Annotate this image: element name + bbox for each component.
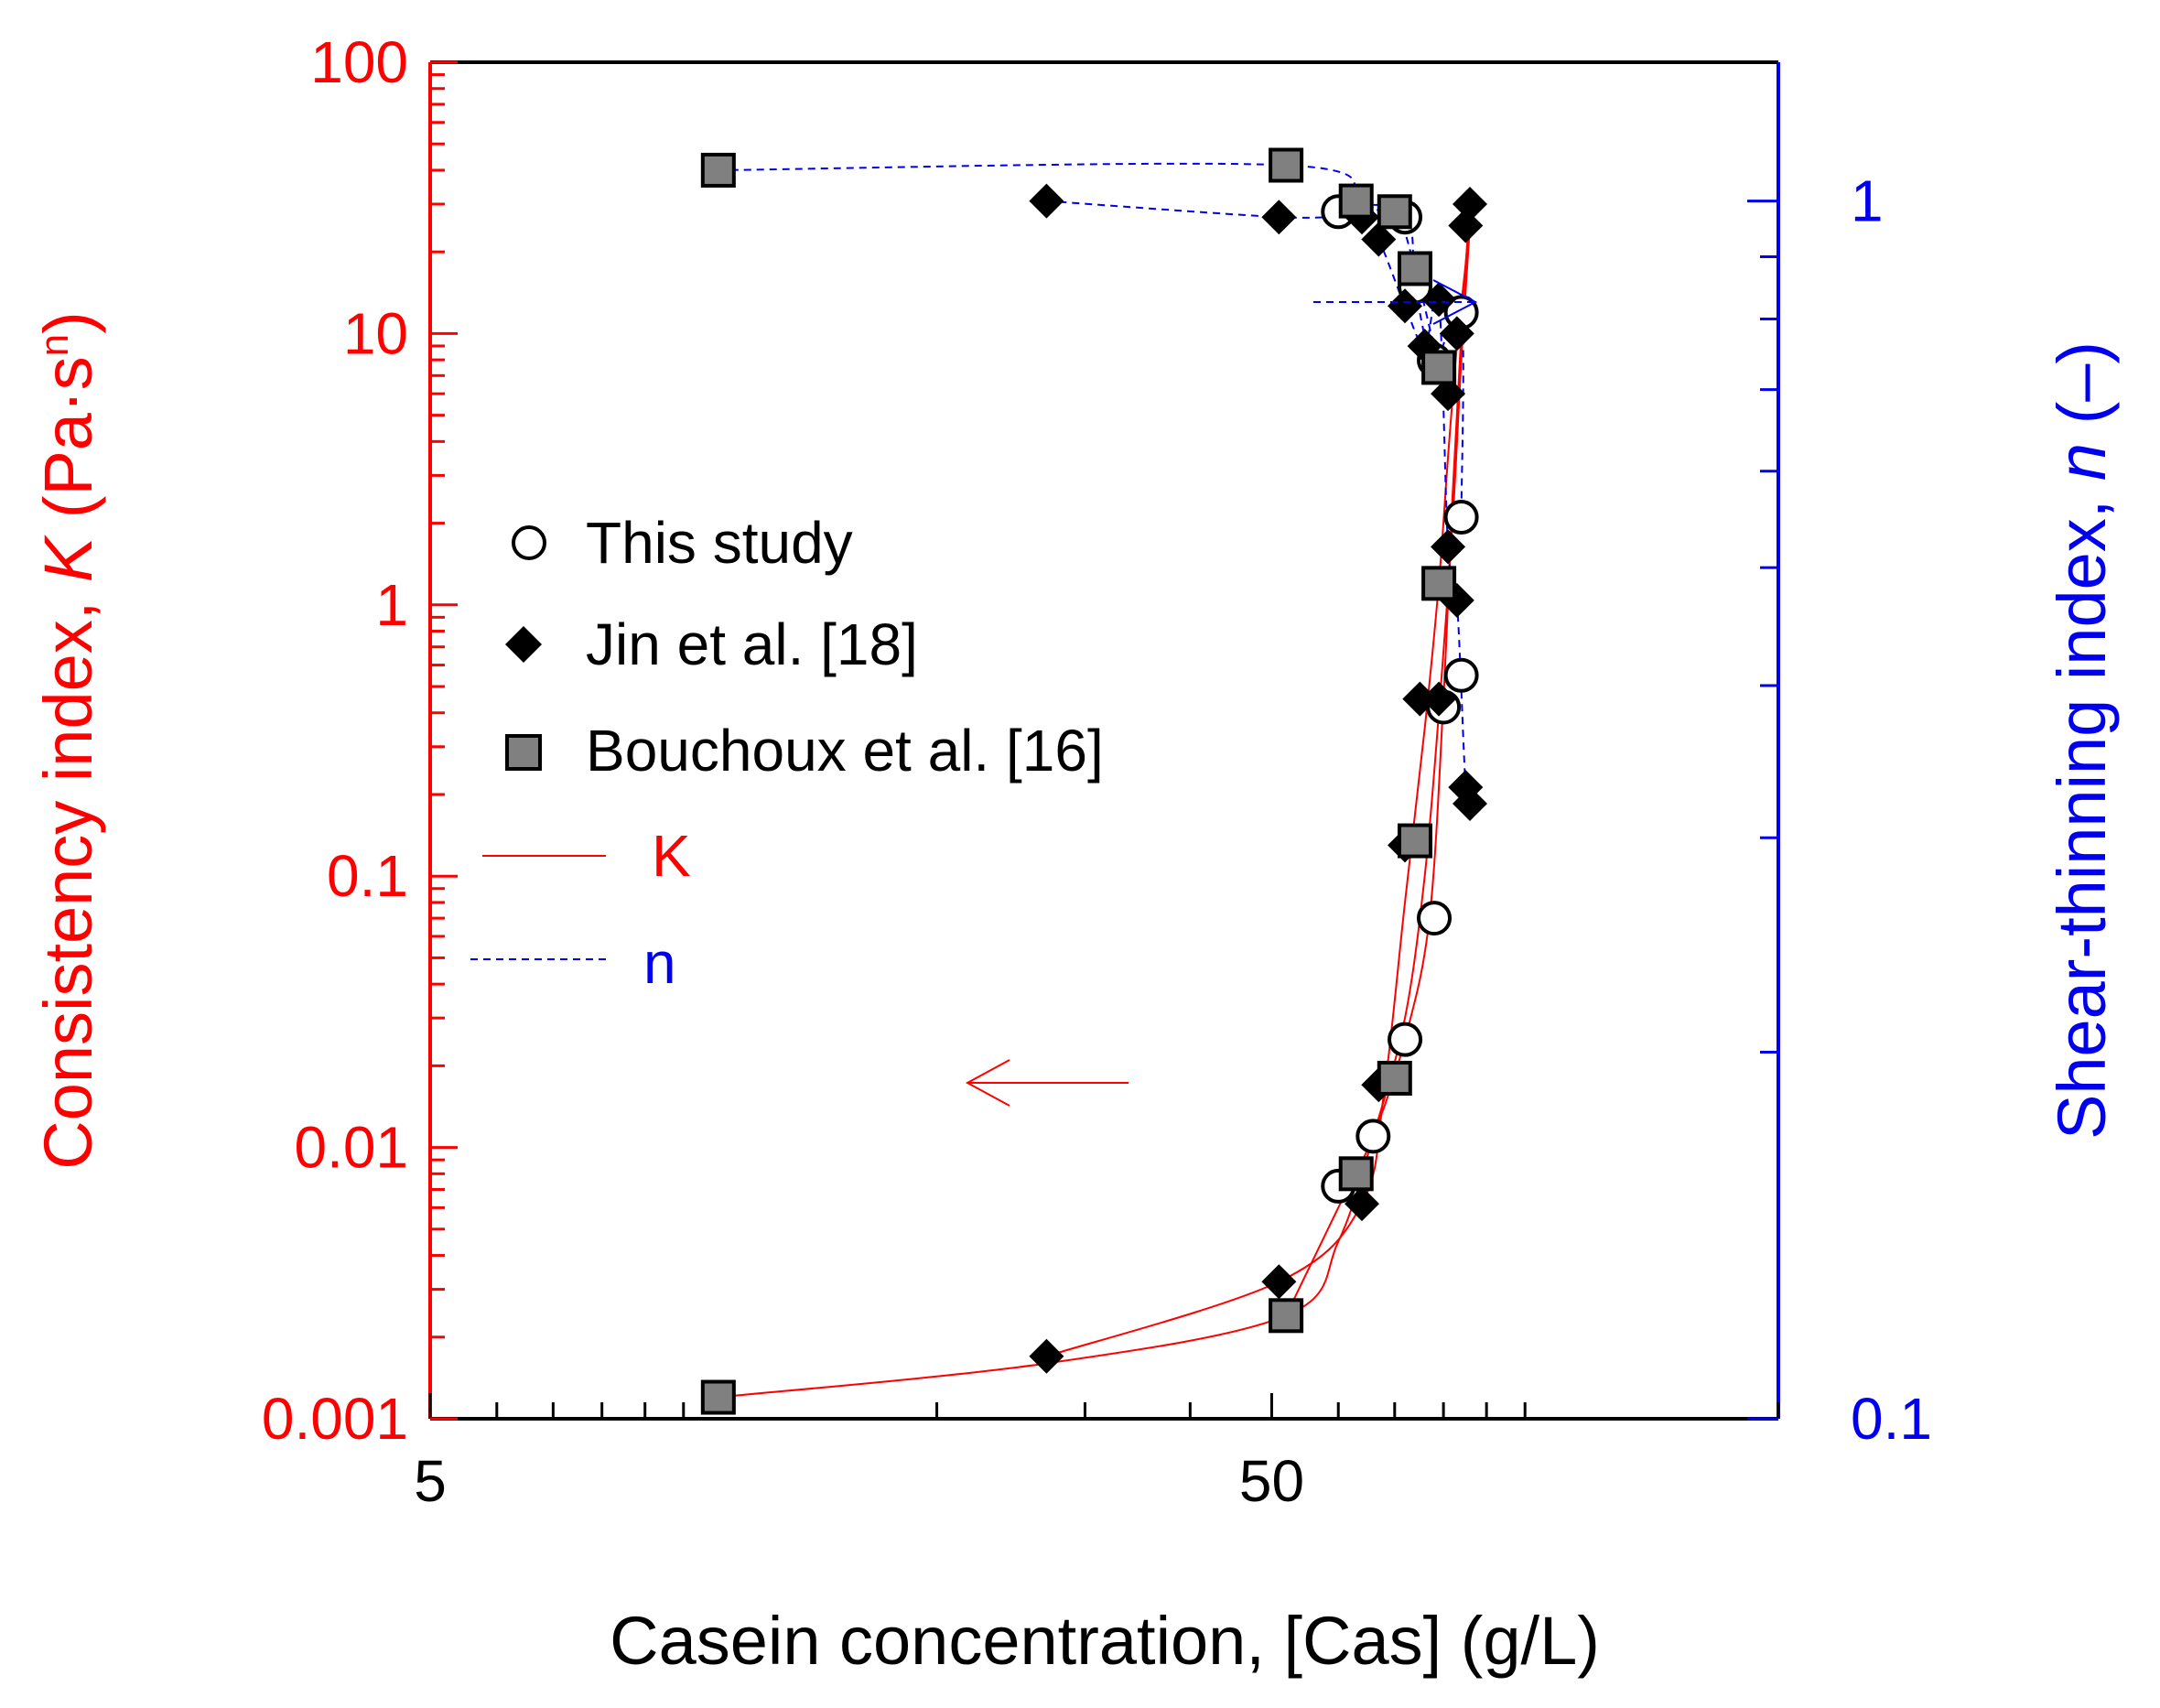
legend-label-jin: Jin et al. [18]: [586, 611, 918, 677]
bouchoux-k-point: [1397, 823, 1432, 859]
annotation-arrow-left: [965, 1059, 1129, 1107]
bouchoux-n-point: [1269, 147, 1304, 183]
bouchoux-n-point: [1338, 183, 1374, 219]
right-tick-label: 0.1: [1851, 1386, 1932, 1452]
legend-marker-jin: [505, 626, 542, 663]
ticks-layer: 5 50 0.001 0.01 0.1 1 10 100 0.1 1: [262, 29, 1932, 1514]
n-fit-curve-3: [718, 162, 1441, 368]
this-study-n-point: [1443, 500, 1479, 535]
left-tick-label: 0.1: [327, 843, 408, 909]
bouchoux-n-point: [1397, 251, 1432, 286]
bouchoux-n-point: [1377, 194, 1412, 230]
jin-k-point: [1402, 681, 1438, 717]
left-tick-label: 0.001: [262, 1386, 408, 1452]
this-study-k-point: [1355, 1119, 1391, 1154]
jin-n-point: [1261, 200, 1297, 235]
this-study-k-point: [1388, 1022, 1423, 1057]
jin-n-point: [1431, 529, 1466, 565]
right-tick-label: 1: [1851, 168, 1884, 234]
legend-marker-bouchoux: [505, 734, 542, 771]
left-tick-label: 100: [310, 29, 408, 95]
left-axis-label: Consistency index, K (Pa·sn): [30, 311, 106, 1170]
left-tick-label: 0.01: [294, 1115, 408, 1181]
bouchoux-k-point: [1421, 566, 1457, 601]
bouchoux-k-point: [1269, 1298, 1304, 1334]
jin-n-point: [1029, 183, 1064, 219]
bouchoux-n-point: [1421, 350, 1457, 385]
legend-label-k: K: [652, 823, 691, 889]
k-fit-curve-0: [718, 225, 1471, 1399]
jin-k-point: [1431, 376, 1466, 412]
bouchoux-n-point: [700, 152, 736, 188]
jin-n-point: [1421, 282, 1457, 318]
n-fit-curve-4: [1046, 200, 1471, 808]
x-tick-label: 5: [414, 1448, 447, 1514]
legend-label-bouchoux: Bouchoux et al. [16]: [586, 718, 1104, 784]
left-tick-label: 10: [343, 300, 408, 366]
jin-n-point: [1388, 288, 1423, 324]
legend-label-n: n: [643, 930, 676, 996]
right-axis-label: Shear-thinning index, n (–): [2044, 341, 2120, 1140]
jin-k-point: [1345, 1186, 1380, 1222]
x-axis-label: Casein concentration, [Cas] (g/L): [610, 1603, 1600, 1679]
this-study-k-point: [1417, 901, 1453, 936]
bouchoux-k-point: [1338, 1156, 1374, 1192]
annotation-arrow-right: [1313, 279, 1478, 325]
legend: This study Jin et al. [18] Bouchoux et a…: [470, 510, 1104, 996]
left-tick-label: 1: [375, 572, 408, 638]
jin-k-point: [1261, 1264, 1297, 1300]
this-study-k-point: [1443, 657, 1479, 693]
bouchoux-k-point: [1377, 1060, 1412, 1096]
jin-k-point: [1421, 681, 1457, 717]
jin-n-point: [1361, 222, 1397, 257]
jin-k-point: [1439, 316, 1474, 351]
jin-k-point: [1452, 186, 1487, 222]
bouchoux-k-point: [700, 1379, 736, 1415]
jin-k-point: [1029, 1338, 1064, 1374]
jin-n-point: [1452, 785, 1487, 821]
k-fit-curve-1: [1046, 211, 1471, 1357]
legend-label-this-study: This study: [586, 510, 853, 576]
legend-marker-this-study: [512, 525, 546, 560]
x-tick-label: 50: [1239, 1448, 1304, 1514]
